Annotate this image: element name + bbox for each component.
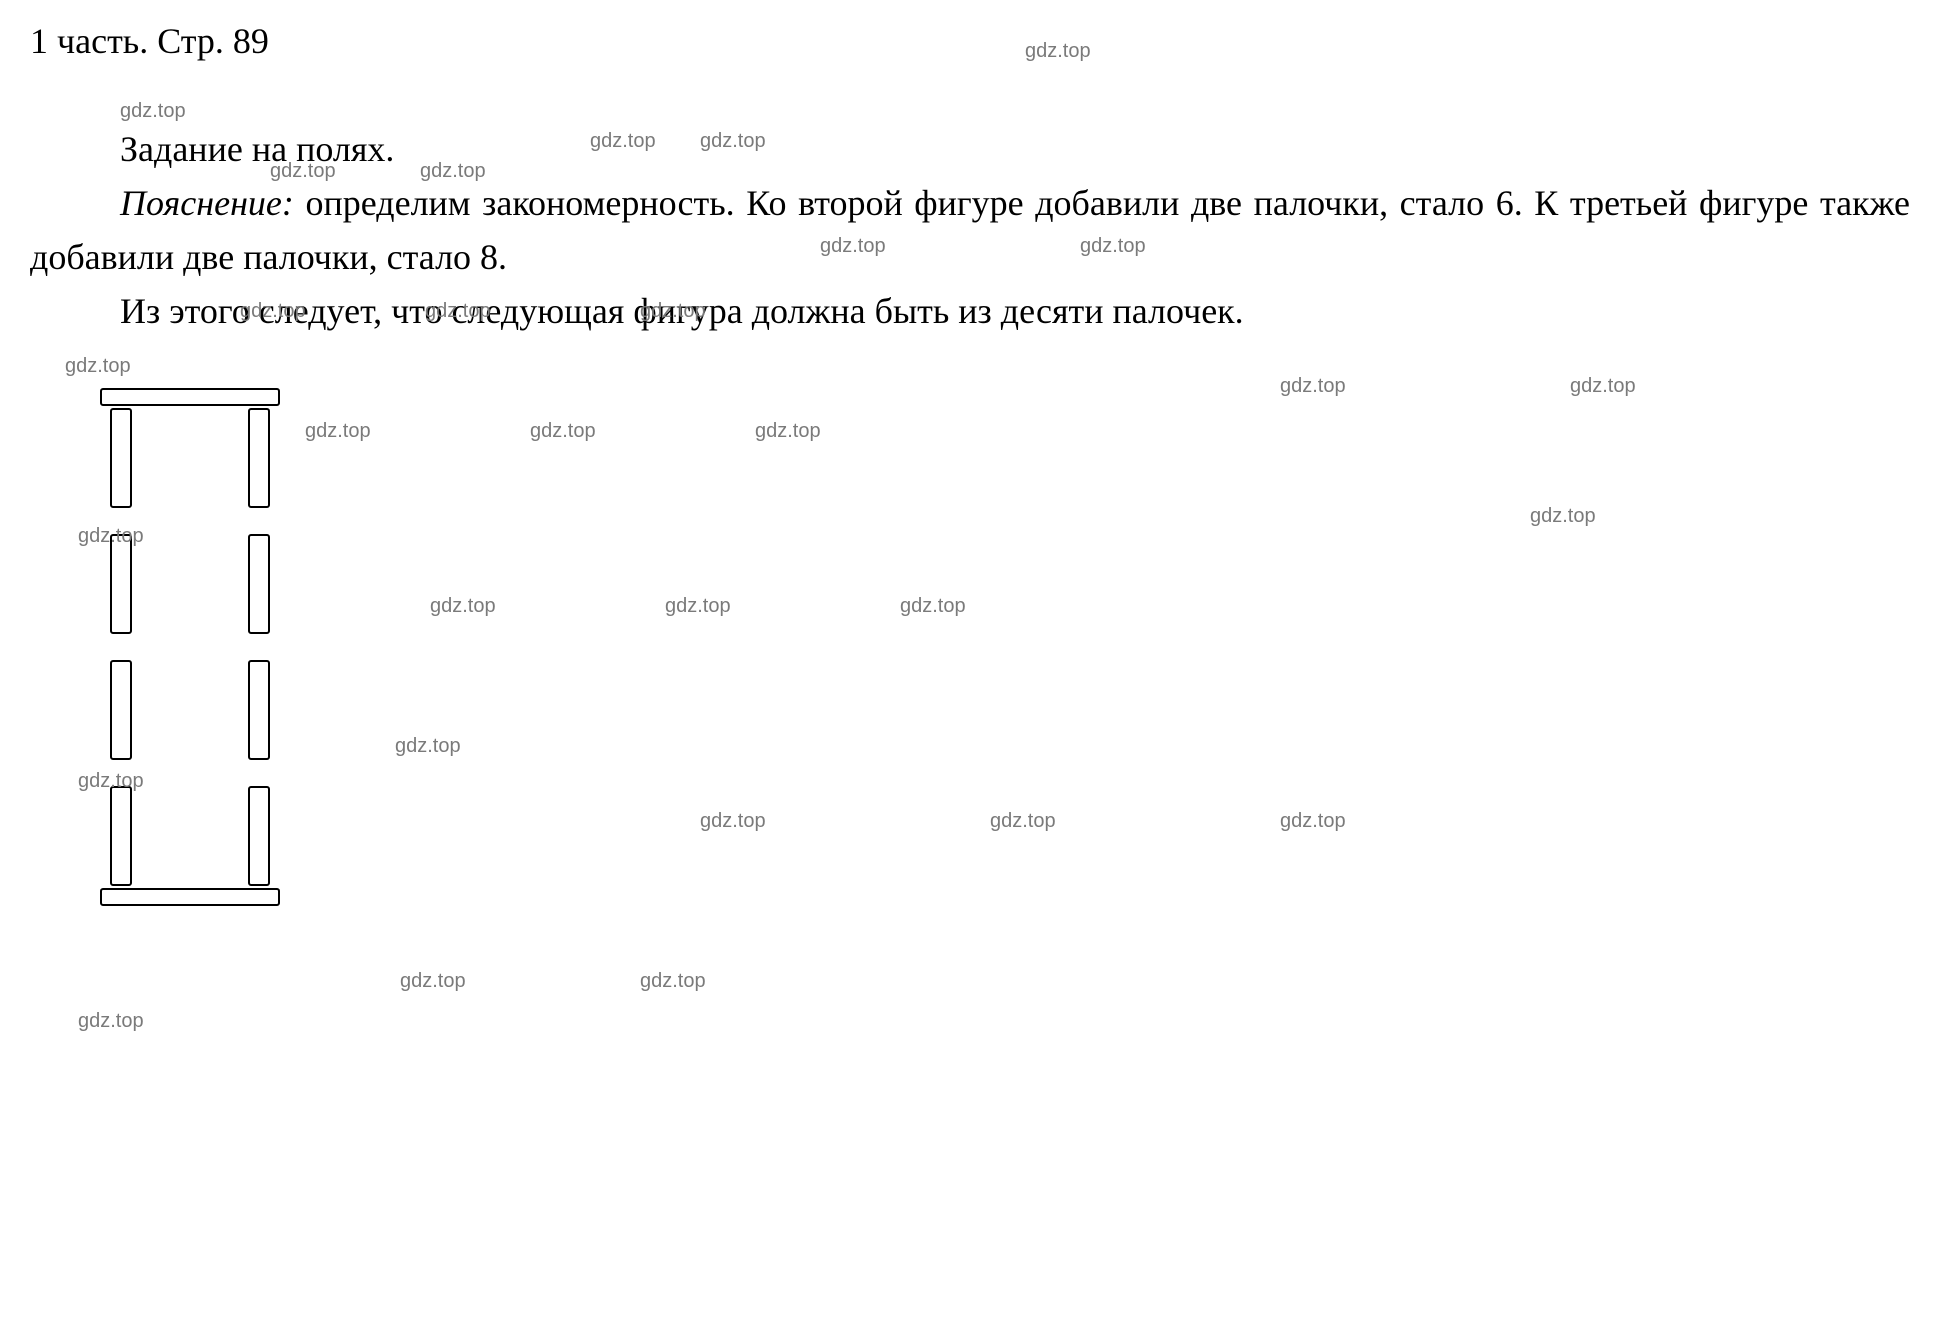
watermark: gdz.top xyxy=(665,595,731,618)
stick xyxy=(100,388,280,406)
watermark: gdz.top xyxy=(1530,505,1596,528)
paragraph-3: Из этого следует, что следующая фигура д… xyxy=(30,284,1910,338)
stick xyxy=(248,534,270,634)
paragraph-1: Задание на полях. xyxy=(30,122,1910,176)
stick xyxy=(248,408,270,508)
stick xyxy=(248,660,270,760)
watermark: gdz.top xyxy=(305,420,371,443)
watermark: gdz.top xyxy=(78,1010,144,1033)
watermark: gdz.top xyxy=(1280,375,1346,398)
watermark: gdz.top xyxy=(1570,375,1636,398)
watermark: gdz.top xyxy=(1280,810,1346,833)
stick xyxy=(100,888,280,906)
paragraph-2: Пояснение: определим закономерность. Ко … xyxy=(30,176,1910,284)
watermark: gdz.top xyxy=(65,355,131,378)
stick xyxy=(110,786,132,886)
watermark: gdz.top xyxy=(700,810,766,833)
watermark: gdz.top xyxy=(900,595,966,618)
stick xyxy=(248,786,270,886)
watermark: gdz.top xyxy=(120,100,186,123)
watermark: gdz.top xyxy=(395,735,461,758)
main-text-block: Задание на полях. Пояснение: определим з… xyxy=(30,122,1910,338)
stick xyxy=(110,408,132,508)
page-header: 1 часть. Стр. 89 xyxy=(30,20,1920,62)
watermark: gdz.top xyxy=(400,970,466,993)
stick xyxy=(110,534,132,634)
paragraph-2-rest: определим закономерность. Ко второй фигу… xyxy=(30,183,1910,277)
watermark: gdz.top xyxy=(640,970,706,993)
watermark: gdz.top xyxy=(530,420,596,443)
watermark: gdz.top xyxy=(755,420,821,443)
watermark: gdz.top xyxy=(990,810,1056,833)
sticks-figure xyxy=(100,388,300,1008)
stick xyxy=(110,660,132,760)
paragraph-2-label: Пояснение: xyxy=(120,183,294,223)
watermark: gdz.top xyxy=(430,595,496,618)
